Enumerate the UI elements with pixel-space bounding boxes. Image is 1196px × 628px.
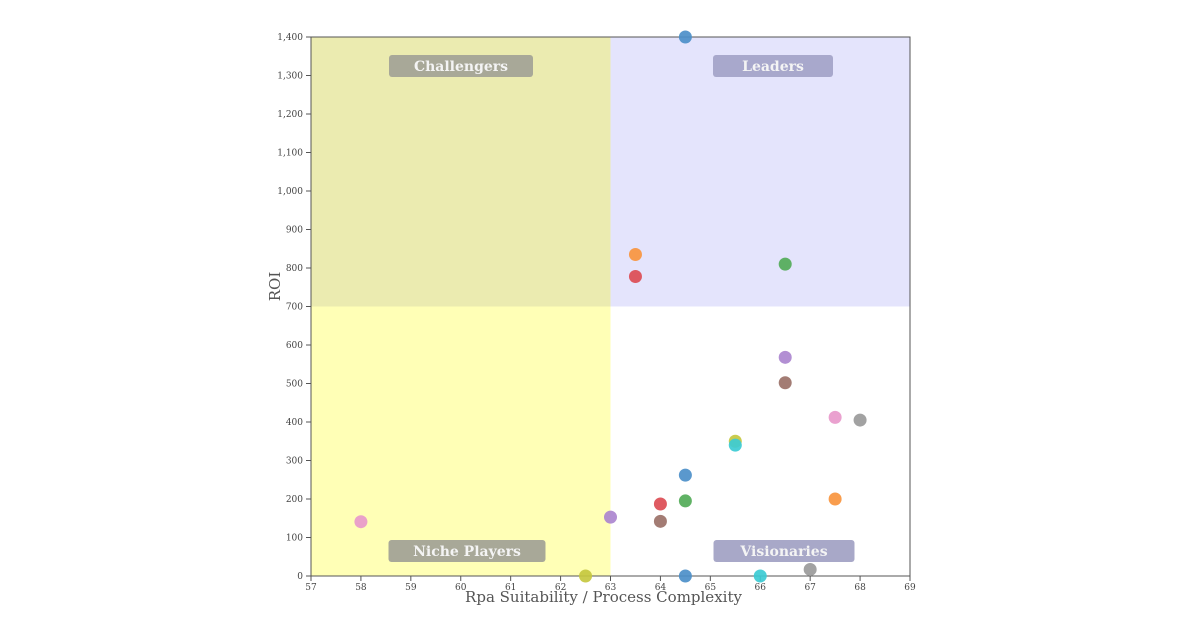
y-tick-label: 800 [286, 264, 303, 274]
y-tick-label: 100 [286, 534, 303, 544]
quadrant-niche-players [311, 306, 611, 576]
quadrant-label-visionaries: Visionaries [713, 540, 855, 562]
y-tick-label: 600 [286, 341, 303, 351]
quadrant-label-text: Leaders [742, 59, 804, 75]
x-tick-label: 59 [405, 583, 417, 593]
quadrant-label-niche-players: Niche Players [388, 540, 546, 562]
data-points [354, 30, 867, 583]
quadrant-backgrounds [311, 37, 910, 576]
data-point [778, 376, 792, 390]
data-point [678, 494, 692, 508]
x-tick-label: 67 [804, 583, 816, 593]
axes: 0 100 200 300 400 500 600 700 800 900 1,000 1,100 1,… [277, 33, 916, 593]
data-point [628, 248, 642, 262]
data-point [653, 497, 667, 511]
quadrant-label-badge [713, 55, 833, 77]
y-tick-label: 900 [286, 226, 303, 236]
quadrant-label-challengers: Challengers [389, 55, 533, 77]
y-axis-title: ROI [266, 272, 284, 302]
data-point [828, 410, 842, 424]
y-tick-label: 1,200 [277, 110, 303, 120]
data-point [354, 515, 368, 529]
quadrant-label-badge [388, 540, 546, 562]
data-point [828, 492, 842, 506]
data-point [678, 468, 692, 482]
data-point [803, 562, 817, 576]
quadrant-leaders [610, 37, 910, 307]
y-tick-label: 500 [286, 380, 303, 390]
x-tick-label: 64 [655, 583, 667, 593]
data-point [579, 569, 593, 583]
data-point [753, 569, 767, 583]
y-tick-label: 200 [286, 495, 303, 505]
data-point [778, 350, 792, 364]
quadrant-label-text: Visionaries [739, 544, 827, 560]
y-tick-label: 1,100 [277, 149, 303, 159]
x-tick-label: 62 [555, 583, 566, 593]
quadrant-challengers [311, 37, 611, 307]
y-tick-label: 700 [286, 303, 303, 313]
y-tick-label: 400 [286, 418, 303, 428]
y-tick-label: 1,000 [277, 187, 303, 197]
x-tick-label: 60 [455, 583, 467, 593]
quadrant-label-badge [389, 55, 533, 77]
y-tick-label: 1,400 [277, 33, 303, 43]
x-tick-label: 61 [505, 583, 516, 593]
quadrant-label-leaders: Leaders [713, 55, 833, 77]
x-axis-title: Rpa Suitability / Process Complexity [465, 588, 742, 606]
data-point [778, 257, 792, 271]
quadrant-label-badge [713, 540, 855, 562]
data-point [728, 438, 742, 452]
data-point [853, 413, 867, 427]
y-tick-label: 1,300 [277, 72, 303, 82]
y-tick-label: 0 [297, 572, 303, 582]
x-tick-label: 58 [355, 583, 367, 593]
x-tick-label: 63 [605, 583, 617, 593]
quadrant-label-text: Challengers [414, 59, 508, 75]
x-tick-label: 65 [705, 583, 717, 593]
data-point [678, 30, 692, 44]
x-tick-label: 69 [904, 583, 916, 593]
data-point [604, 510, 617, 524]
x-tick-label: 66 [755, 583, 767, 593]
y-tick-label: 300 [286, 457, 303, 467]
x-tick-label: 57 [305, 583, 317, 593]
x-tick-label: 68 [854, 583, 866, 593]
quadrant-labels: Challengers Leaders Niche Players Visionari… [388, 55, 855, 562]
quadrant-visionaries [610, 306, 910, 576]
quadrant-label-text: Niche Players [413, 544, 521, 560]
data-point [653, 514, 667, 528]
data-point [678, 569, 692, 583]
data-point [628, 269, 642, 283]
